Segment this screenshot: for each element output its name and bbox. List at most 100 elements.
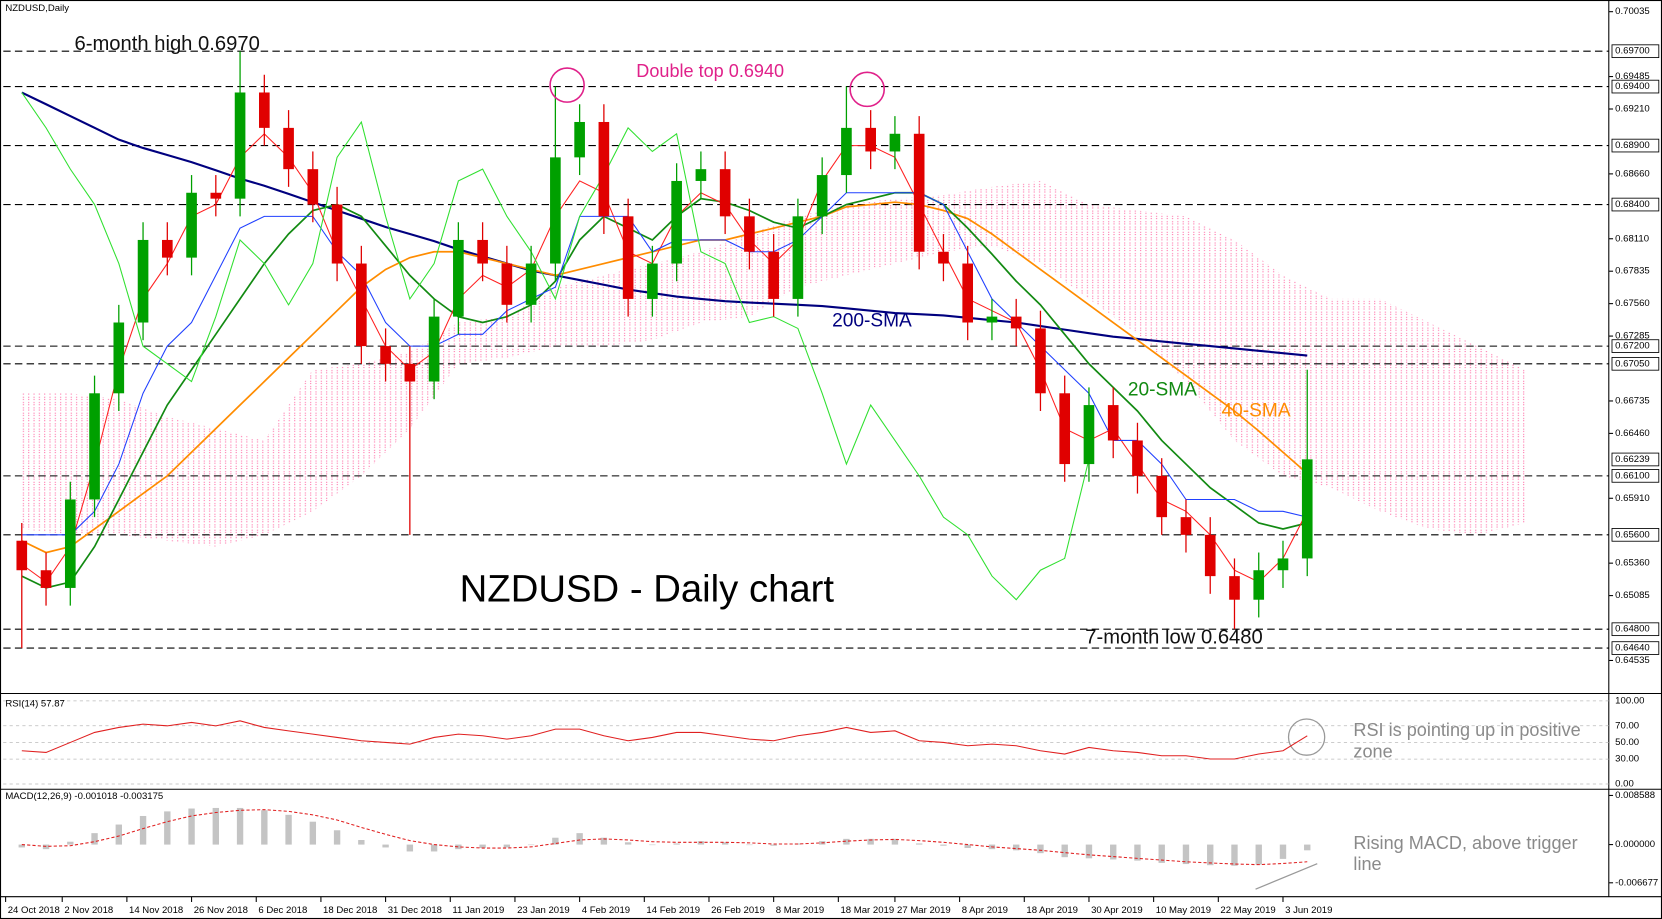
candle-body — [501, 263, 513, 305]
candle-body — [16, 540, 28, 571]
macd-note: Rising MACD, above trigger line — [1353, 832, 1578, 875]
macd-bar — [1182, 844, 1190, 865]
rsi-tick-label: 30.00 — [1615, 754, 1639, 765]
macd-bar — [358, 840, 365, 845]
x-tick-label: 26 Nov 2018 — [194, 905, 248, 916]
macd-bar — [261, 810, 268, 845]
macd-bar — [91, 833, 98, 845]
y-tick-label: 0.66460 — [1615, 428, 1650, 439]
level-box — [1611, 138, 1660, 153]
candle-body — [331, 204, 343, 264]
indicator-line — [21, 192, 1308, 536]
x-tick-label: 27 Mar 2019 — [897, 905, 951, 916]
candle-body — [986, 316, 998, 323]
macd-bar — [1110, 844, 1117, 860]
macd-bar — [479, 844, 486, 849]
candle-body — [816, 175, 828, 217]
y-tick-label: 0.65910 — [1615, 493, 1650, 504]
macd-bar — [285, 814, 292, 845]
candle-body — [550, 157, 561, 264]
y-tick-label: 0.66735 — [1615, 395, 1650, 406]
rsi-tick-label: 70.00 — [1615, 720, 1639, 731]
level-label: 0.67200 — [1615, 341, 1650, 352]
candle-body — [768, 251, 779, 299]
highlight-circle — [849, 71, 885, 108]
macd-tick-label: -0.006677 — [1615, 877, 1658, 888]
rsi-line — [21, 720, 1308, 760]
macd-bar — [188, 808, 195, 845]
level-label: 0.68400 — [1615, 199, 1650, 210]
candle-body — [186, 192, 197, 258]
series-label: 200-SMA — [832, 310, 912, 331]
macd-bar — [1231, 844, 1238, 866]
macd-bar — [770, 844, 777, 846]
x-tick-label: 18 Mar 2019 — [840, 905, 894, 916]
candle-body — [792, 216, 804, 299]
macd-title: MACD(12,26,9) -0.001018 -0.003175 — [5, 791, 163, 802]
macd-bar — [430, 844, 438, 852]
y-tick-label: 0.64535 — [1615, 655, 1650, 666]
y-tick-label: 0.70035 — [1615, 6, 1650, 17]
x-tick-label: 10 May 2019 — [1156, 905, 1211, 916]
candle-body — [841, 127, 852, 176]
candle-body — [307, 169, 319, 205]
indicator-line — [21, 92, 1090, 601]
y-tick-label: 0.68110 — [1615, 233, 1649, 244]
macd-bar — [164, 811, 171, 845]
macd-bar — [67, 841, 74, 845]
level-label: 0.69700 — [1615, 46, 1650, 57]
macd-bar — [455, 844, 462, 850]
macd-bar — [673, 843, 680, 845]
level-label: 0.68900 — [1615, 140, 1650, 151]
last-price-box — [1611, 452, 1660, 467]
macd-bar — [1158, 844, 1165, 863]
macd-bar — [236, 807, 244, 845]
level-label: 0.64640 — [1615, 643, 1650, 654]
x-tick-label: 31 Dec 2018 — [388, 905, 442, 916]
candle-body — [137, 239, 149, 323]
level-label: 0.66100 — [1615, 470, 1650, 481]
candle-body — [161, 239, 173, 258]
candle-body — [719, 169, 731, 217]
candle-body — [259, 92, 270, 128]
macd-bar — [940, 844, 947, 846]
candle-body — [962, 263, 974, 323]
last-price-label: 0.66239 — [1615, 454, 1650, 465]
annotation: 7-month low 0.6480 — [1085, 627, 1262, 649]
level-box — [1611, 339, 1660, 353]
highlight-circle — [549, 67, 585, 103]
series-label: 40-SMA — [1221, 401, 1290, 422]
chart-title: NZDUSD - Daily chart — [460, 568, 835, 611]
level-box — [1611, 197, 1660, 212]
level-label: 0.67050 — [1615, 358, 1650, 369]
x-tick-label: 6 Dec 2018 — [258, 905, 307, 916]
macd-bar — [867, 838, 874, 845]
level-box — [1611, 528, 1660, 542]
x-tick-label: 11 Jan 2019 — [452, 905, 504, 916]
macd-signal-line — [21, 809, 1308, 866]
y-tick-label: 0.69485 — [1615, 71, 1650, 82]
x-tick-label: 24 Oct 2018 — [8, 905, 60, 916]
level-box — [1611, 469, 1660, 483]
symbol-label: NZDUSD,Daily — [5, 3, 69, 14]
candle-body — [40, 570, 52, 588]
candle-body — [234, 92, 246, 199]
candle-body — [1156, 475, 1168, 518]
candle-body — [574, 121, 585, 158]
x-tick-label: 18 Dec 2018 — [323, 905, 377, 916]
candle-body — [428, 316, 440, 382]
candle-body — [913, 133, 925, 252]
y-tick-label: 0.65360 — [1615, 558, 1650, 569]
series-label: 20-SMA — [1128, 379, 1197, 400]
level-box — [1611, 44, 1660, 59]
candle-body — [356, 263, 367, 347]
candle-body — [404, 363, 416, 382]
candle-body — [889, 133, 901, 152]
macd-bar — [576, 833, 583, 845]
trend-line — [1255, 863, 1318, 890]
level-label: 0.69400 — [1615, 81, 1650, 92]
macd-bar — [1085, 844, 1093, 859]
candle-body — [525, 263, 537, 305]
macd-bar — [843, 838, 850, 845]
